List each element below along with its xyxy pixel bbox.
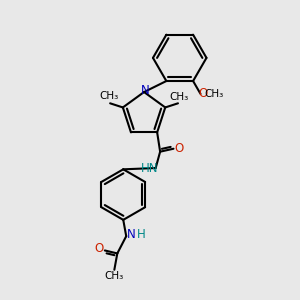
Text: CH₃: CH₃ <box>105 271 124 281</box>
Text: H: H <box>137 228 146 241</box>
Text: HN: HN <box>140 161 158 175</box>
Text: O: O <box>174 142 184 154</box>
Text: N: N <box>127 228 136 241</box>
Text: CH₃: CH₃ <box>99 91 118 101</box>
Text: CH₃: CH₃ <box>170 92 189 102</box>
Text: O: O <box>95 242 104 256</box>
Text: CH₃: CH₃ <box>204 89 224 99</box>
Text: O: O <box>199 87 208 101</box>
Text: N: N <box>141 84 150 97</box>
